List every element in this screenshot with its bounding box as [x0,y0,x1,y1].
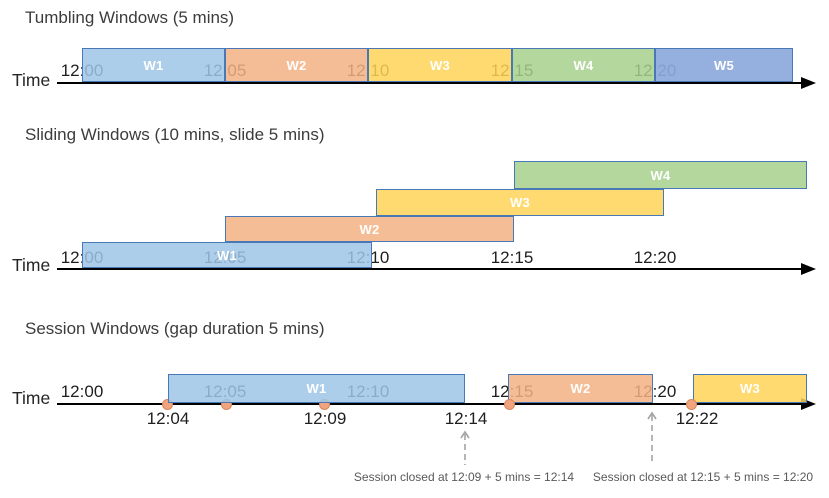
event-time-1222: 12:22 [675,409,719,428]
sliding-time-axis [57,268,801,270]
event-dot-1222 [686,399,697,410]
sliding-window-w3: W3 [376,189,664,216]
tumbling-window-w1: W1 [82,48,225,82]
window-label: W1 [143,57,164,73]
sliding-tick-1220: 12:20 [633,248,677,267]
window-label: W1 [306,381,327,396]
tumbling-time-axis-label: Time [12,70,51,90]
sliding-window-w2: W2 [225,216,514,242]
event-dot-1204 [162,399,173,410]
sliding-time-axis-label: Time [12,255,51,275]
window-label: W4 [573,57,594,73]
session-window-w1: W1 [168,374,465,403]
window-label: W2 [286,57,307,73]
window-label: W5 [713,57,735,73]
window-label: W3 [429,57,451,73]
session-section-title: Session Windows (gap duration 5 mins) [25,319,325,338]
session-close-arrow-2-icon [647,411,657,465]
session-close-annotation-2: Session closed at 12:15 + 5 mins = 12:20 [592,470,814,484]
window-label: W2 [570,381,591,396]
tumbling-window-w5: W5 [655,48,793,82]
sliding-tick-1215: 12:15 [490,248,534,267]
window-label: W2 [359,221,380,237]
tumbling-window-w2: W2 [225,48,368,82]
window-label: W3 [739,381,761,396]
window-label: W3 [509,195,531,210]
session-time-axis [57,403,801,405]
session-close-annotation-1: Session closed at 12:09 + 5 mins = 12:14 [353,470,575,484]
tumbling-time-axis [57,82,801,84]
tumbling-window-w4: W4 [512,48,655,82]
event-time-1204: 12:04 [146,409,190,428]
sliding-axis-arrow-icon [801,263,816,275]
close-time-1214: 12:14 [444,409,488,428]
tumbling-window-w3: W3 [368,48,512,82]
tumbling-axis-arrow-icon [801,77,816,89]
sliding-window-w1: W1 [82,242,372,268]
session-window-w2: W2 [508,374,653,403]
tumbling-section-title: Tumbling Windows (5 mins) [25,8,235,27]
window-label: W1 [216,247,238,263]
sliding-section-title: Sliding Windows (10 mins, slide 5 mins) [25,125,325,144]
event-dot-1215 [504,399,515,410]
session-close-arrow-1-icon [460,430,470,465]
session-tick-1200: 12:00 [60,382,104,401]
session-time-axis-label: Time [12,388,51,408]
window-label: W4 [650,167,671,183]
session-window-w3: W3 [693,374,807,403]
event-time-1209: 12:09 [303,409,347,428]
sliding-window-w4: W4 [514,161,807,189]
